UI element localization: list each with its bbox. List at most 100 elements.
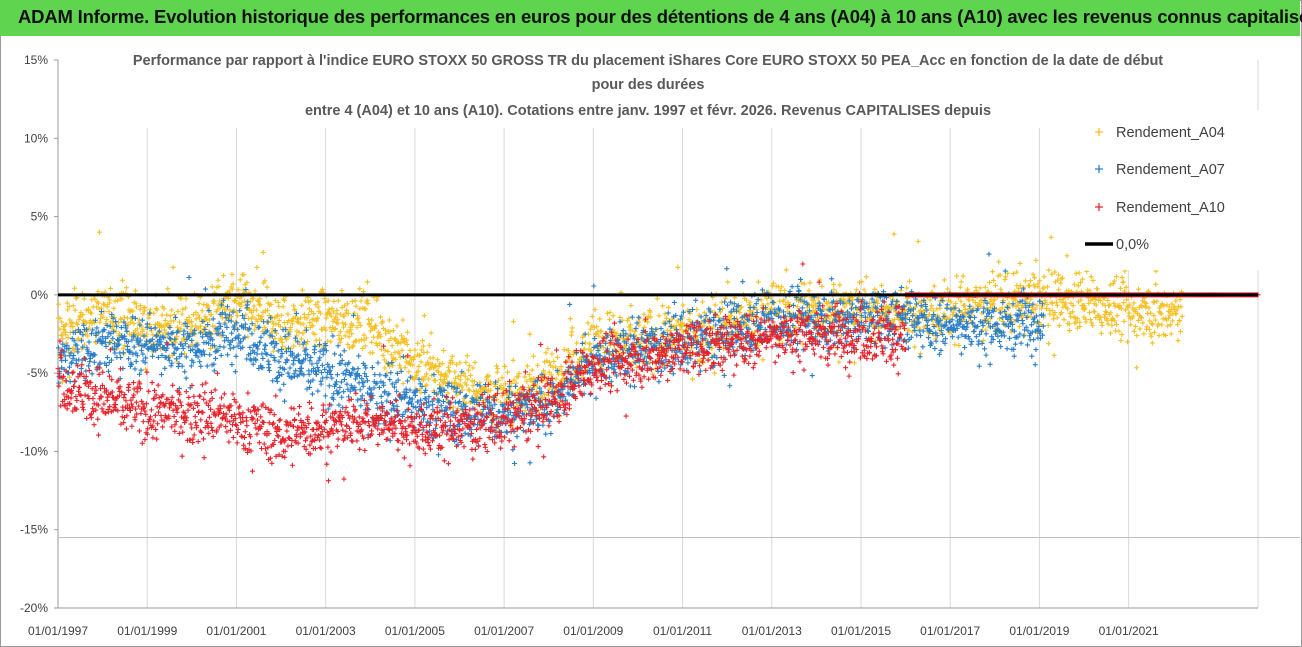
point-rendement-a04: [1146, 326, 1152, 332]
point-rendement-a04: [415, 340, 421, 346]
point-rendement-a07: [986, 251, 992, 257]
point-rendement-a07: [383, 373, 389, 379]
point-rendement-a04: [57, 315, 63, 321]
point-rendement-a07: [388, 370, 394, 376]
point-rendement-a07: [721, 372, 727, 378]
point-rendement-a04: [370, 350, 376, 356]
point-rendement-a04: [60, 336, 66, 342]
point-rendement-a07: [67, 379, 73, 385]
point-rendement-a10: [152, 388, 158, 394]
point-rendement-a10: [254, 431, 260, 437]
point-rendement-a04: [243, 312, 249, 318]
point-rendement-a04: [378, 334, 384, 340]
point-rendement-a04: [350, 322, 356, 328]
point-rendement-a07: [395, 408, 401, 414]
point-rendement-a10: [186, 394, 192, 400]
point-rendement-a07: [1001, 333, 1007, 339]
point-rendement-a04: [997, 316, 1003, 322]
point-rendement-a07: [504, 430, 510, 436]
point-rendement-a07: [83, 368, 89, 374]
point-rendement-a07: [394, 388, 400, 394]
point-rendement-a07: [221, 344, 227, 350]
point-rendement-a04: [310, 323, 316, 329]
point-rendement-a10: [160, 424, 166, 430]
x-tick-label: 01/01/2013: [742, 624, 802, 638]
point-rendement-a04: [522, 408, 528, 414]
point-rendement-a04: [467, 387, 473, 393]
point-rendement-a04: [337, 339, 343, 345]
point-rendement-a04: [1092, 309, 1098, 315]
point-rendement-a07: [63, 357, 69, 363]
y-tick-label: 10%: [24, 131, 48, 145]
point-rendement-a04: [361, 332, 367, 338]
point-rendement-a07: [658, 326, 664, 332]
point-rendement-a04: [1131, 328, 1137, 334]
point-rendement-a04: [471, 388, 477, 394]
point-rendement-a07: [665, 310, 671, 316]
point-rendement-a04: [419, 347, 425, 353]
point-rendement-a04: [486, 373, 492, 379]
point-rendement-a04: [853, 287, 859, 293]
point-rendement-a04: [377, 314, 383, 320]
point-rendement-a07: [913, 296, 919, 302]
point-rendement-a10: [126, 387, 132, 393]
point-rendement-a04: [960, 273, 966, 279]
point-rendement-a04: [453, 362, 459, 368]
point-rendement-a04: [446, 369, 452, 375]
point-rendement-a04: [95, 289, 101, 295]
point-rendement-a04: [137, 303, 143, 309]
point-rendement-a04: [1046, 267, 1052, 273]
point-rendement-a04: [516, 370, 522, 376]
point-rendement-a10: [201, 396, 207, 402]
point-rendement-a07: [266, 361, 272, 367]
point-rendement-a10: [252, 420, 258, 426]
point-rendement-a07: [729, 329, 735, 335]
point-rendement-a04: [315, 299, 321, 305]
point-rendement-a04: [1137, 326, 1143, 332]
point-rendement-a04: [628, 322, 634, 328]
point-rendement-a10: [80, 407, 86, 413]
point-rendement-a04: [81, 296, 87, 302]
point-rendement-a10: [149, 380, 155, 386]
point-rendement-a07: [207, 352, 213, 358]
point-rendement-a04: [1022, 332, 1028, 338]
point-rendement-a04: [445, 390, 451, 396]
point-rendement-a07: [168, 363, 174, 369]
point-rendement-a07: [263, 343, 269, 349]
point-rendement-a10: [214, 370, 220, 376]
point-rendement-a04: [241, 272, 247, 278]
point-rendement-a10: [170, 382, 176, 388]
point-rendement-a10: [190, 405, 196, 411]
point-rendement-a07: [514, 434, 520, 440]
point-rendement-a07: [405, 378, 411, 384]
point-rendement-a07: [520, 428, 526, 434]
point-rendement-a04: [300, 321, 306, 327]
point-rendement-a04: [382, 365, 388, 371]
point-rendement-a04: [175, 308, 181, 314]
point-rendement-a04: [176, 319, 182, 325]
point-rendement-a04: [238, 303, 244, 309]
point-rendement-a04: [235, 313, 241, 319]
point-rendement-a07: [104, 355, 110, 361]
point-rendement-a07: [1033, 347, 1039, 353]
point-rendement-a10: [258, 414, 264, 420]
point-rendement-a10: [148, 407, 154, 413]
point-rendement-a04: [1156, 333, 1162, 339]
point-rendement-a04: [511, 319, 517, 325]
point-rendement-a10: [131, 380, 137, 386]
point-rendement-a04: [250, 295, 256, 301]
point-rendement-a04: [388, 335, 394, 341]
point-rendement-a04: [387, 363, 393, 369]
point-rendement-a07: [329, 375, 335, 381]
point-rendement-a10: [72, 378, 78, 384]
point-rendement-a04: [281, 298, 287, 304]
point-rendement-a10: [147, 414, 153, 420]
point-rendement-a04: [430, 355, 436, 361]
point-rendement-a04: [755, 279, 761, 285]
point-rendement-a04: [169, 307, 175, 313]
point-rendement-a04: [415, 368, 421, 374]
point-rendement-a10: [178, 424, 184, 430]
point-rendement-a04: [408, 355, 414, 361]
point-rendement-a04: [276, 317, 282, 323]
point-rendement-a10: [79, 398, 85, 404]
